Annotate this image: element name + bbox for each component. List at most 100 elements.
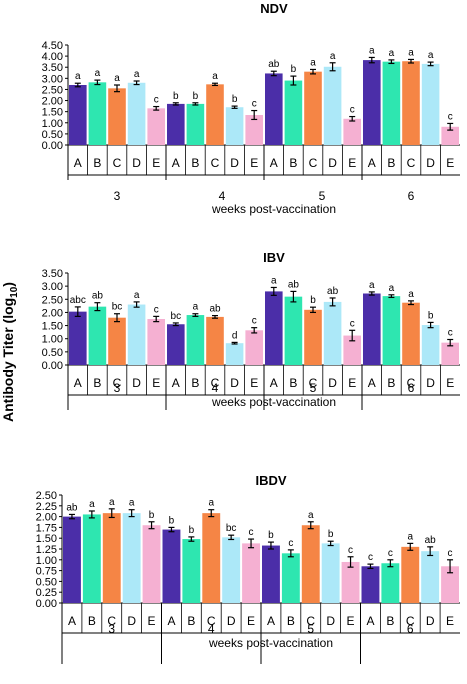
bar-category-label: C <box>306 614 315 628</box>
y-tick-label: 0.00 <box>36 598 57 610</box>
bar-category-label: E <box>247 614 255 628</box>
significance-letter: ab <box>288 279 300 290</box>
significance-letter: bc <box>171 311 182 322</box>
bar-category-label: C <box>309 376 318 390</box>
significance-letter: b <box>291 64 297 75</box>
bar-category-label: B <box>187 614 195 628</box>
significance-letter: c <box>154 95 159 106</box>
significance-letter: b <box>428 310 434 321</box>
significance-letter: b <box>169 515 175 526</box>
chart-ibv: IBV0.000.501.001.502.002.503.003.50abcAa… <box>42 250 460 410</box>
y-tick-label: 1.00 <box>42 118 63 130</box>
bar-week4-C <box>206 316 224 365</box>
significance-letter: a <box>95 68 101 79</box>
bar-week3-D <box>122 513 141 603</box>
significance-letter: a <box>109 497 115 508</box>
bar-week4-B <box>182 539 201 603</box>
bar-category-label: C <box>309 156 318 170</box>
bar-week5-D <box>321 543 340 603</box>
bar-category-label: C <box>211 376 220 390</box>
significance-letter: b <box>193 91 199 102</box>
significance-letter: c <box>288 538 293 549</box>
significance-letter: c <box>448 328 453 339</box>
bar-category-label: E <box>446 376 454 390</box>
week-group-label: 5 <box>310 381 317 395</box>
bar-category-label: C <box>407 376 416 390</box>
y-tick-label: 3.00 <box>42 281 63 293</box>
significance-letter: c <box>252 316 257 327</box>
bar-week4-A <box>167 103 185 145</box>
bar-category-label: D <box>230 156 239 170</box>
bar-category-label: B <box>386 614 394 628</box>
significance-letter: c <box>252 99 257 110</box>
significance-letter: c <box>388 548 393 559</box>
significance-letter: a <box>389 48 395 59</box>
bar-category-label: D <box>132 156 141 170</box>
significance-letter: a <box>134 290 140 301</box>
week-group-label: 5 <box>307 622 314 636</box>
bar-week5-B <box>281 553 300 603</box>
bar-week3-E <box>147 108 165 145</box>
bar-week4-E <box>245 115 263 145</box>
y-tick-label: 2.25 <box>36 501 57 513</box>
significance-letter: b <box>310 295 316 306</box>
significance-letter: b <box>189 525 195 536</box>
bar-week6-C <box>401 546 420 603</box>
bar-week4-D <box>225 107 244 145</box>
significance-letter: a <box>114 73 120 84</box>
significance-letter: ab <box>425 535 437 546</box>
bar-category-label: B <box>93 156 101 170</box>
bar-week4-A <box>162 529 181 603</box>
bar-category-label: C <box>113 376 122 390</box>
significance-letter: bc <box>112 302 123 313</box>
y-tick-label: 0.50 <box>42 347 63 359</box>
bar-category-label: B <box>387 376 395 390</box>
y-tick-label: 3.50 <box>42 62 63 74</box>
x-axis-title: weeks post-vaccination <box>211 202 336 216</box>
bar-category-label: D <box>426 376 435 390</box>
bar-week3-C <box>102 513 121 603</box>
significance-letter: a <box>407 531 413 542</box>
week-group-label: 6 <box>407 622 414 636</box>
bar-week5-E <box>341 561 360 603</box>
y-tick-label: 0.00 <box>42 140 63 152</box>
week-group-label: 5 <box>319 189 326 203</box>
significance-letter: b <box>232 94 238 105</box>
bar-category-label: B <box>93 376 101 390</box>
significance-letter: c <box>448 111 453 122</box>
chart-panels: NDV0.000.501.001.502.002.503.003.504.004… <box>36 1 460 664</box>
y-tick-label: 0.75 <box>36 566 57 578</box>
bar-week6-A <box>361 566 380 603</box>
significance-letter: ab <box>66 502 78 513</box>
bar-week6-E <box>441 342 459 365</box>
bar-category-label: E <box>250 376 258 390</box>
y-tick-label: 2.00 <box>42 307 63 319</box>
bar-week6-B <box>382 61 401 145</box>
bar-category-label: D <box>426 156 435 170</box>
significance-letter: a <box>193 302 199 313</box>
significance-letter: c <box>249 527 254 538</box>
bar-week6-C <box>402 302 420 365</box>
bar-week5-D <box>323 66 342 145</box>
significance-letter: a <box>129 498 135 509</box>
significance-letter: c <box>368 552 373 563</box>
bar-category-label: A <box>270 376 278 390</box>
bar-category-label: A <box>68 614 76 628</box>
bar-week3-A <box>69 85 87 145</box>
bar-week3-A <box>69 311 87 365</box>
y-tick-label: 1.25 <box>36 544 57 556</box>
bar-category-label: B <box>289 156 297 170</box>
y-tick-label: 3.50 <box>42 268 63 280</box>
bar-category-label: B <box>387 156 395 170</box>
chart-ndv: NDV0.000.501.001.502.002.503.003.504.004… <box>42 1 460 216</box>
significance-letter: c <box>154 304 159 315</box>
bar-week5-C <box>304 71 322 145</box>
bar-category-label: A <box>167 614 175 628</box>
week-group-label: 4 <box>212 381 219 395</box>
bar-week5-B <box>284 80 303 145</box>
significance-letter: ab <box>268 59 280 70</box>
chart-title: IBDV <box>255 473 286 488</box>
y-tick-label: 1.50 <box>42 321 63 333</box>
y-axis-label-close: ) <box>0 282 16 287</box>
significance-letter: b <box>149 510 155 521</box>
